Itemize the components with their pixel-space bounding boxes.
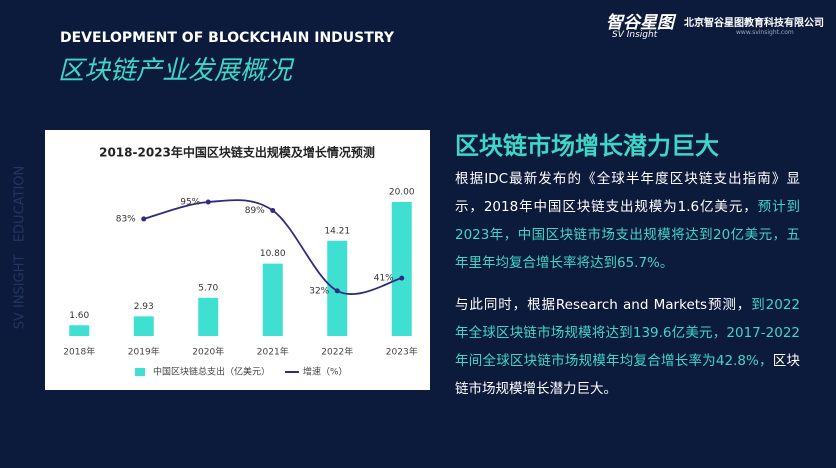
- legend-swatch: [135, 368, 145, 376]
- x-tick-label: 2019年: [128, 346, 160, 358]
- value-label: 10.80: [260, 249, 286, 259]
- logo: 智谷星图: [606, 13, 674, 33]
- value-label: 41%: [374, 274, 394, 284]
- value-label: 89%: [245, 206, 265, 216]
- x-tick-label: 2022年: [321, 346, 353, 358]
- title-cn: 区块链产业发展概况: [58, 56, 293, 86]
- text-segment: 到2022年全球区块链市场规模将达到139.6亿美元，2017-2022年间全球…: [455, 297, 801, 369]
- bar: [198, 297, 219, 336]
- chart-title: 2018-2023年中国区块链支出规模及增长情况预测: [99, 145, 375, 160]
- article: 根据IDC最新发布的《全球半年度区块链支出指南》显示，2018年中国区块链支出规…: [455, 165, 800, 417]
- logo-sub: SV Insight: [612, 30, 658, 40]
- bar: [262, 263, 283, 336]
- side-text: SV INSIGHT EDUCATION: [12, 165, 28, 330]
- marker: [141, 216, 147, 222]
- url: www.svinsight.com: [736, 29, 794, 36]
- chart: 2018-2023年中国区块链支出规模及增长情况预测 2018年 2019年 202…: [45, 130, 430, 390]
- marker: [205, 199, 211, 205]
- x-tick-label: 2021年: [257, 346, 289, 358]
- value-label: 20.00: [389, 188, 415, 198]
- marker: [399, 275, 405, 281]
- company: 北京智谷星图教育科技有限公司: [684, 18, 824, 29]
- value-label: 83%: [116, 214, 136, 224]
- marker: [334, 288, 340, 294]
- text-segment: 根据IDC最新发布的《全球半年度区块链支出指南》显示，2018年中国区块链支出规…: [455, 171, 800, 215]
- paragraph: 根据IDC最新发布的《全球半年度区块链支出指南》显示，2018年中国区块链支出规…: [455, 165, 800, 277]
- value-label: 2.93: [134, 302, 154, 312]
- marker: [270, 207, 276, 213]
- bar: [391, 202, 412, 336]
- title-en: DEVELOPMENT OF BLOCKCHAIN INDUSTRY: [60, 30, 394, 46]
- legend-label: 增速（%）: [303, 366, 348, 378]
- article-heading: 区块链市场增长潜力巨大: [455, 132, 719, 160]
- value-label: 1.60: [69, 311, 89, 321]
- x-tick-label: 2023年: [386, 346, 418, 358]
- value-label: 5.70: [198, 283, 218, 293]
- text-segment: 预计到2023年，中国区块链市场支出规模将达到20亿美元，五年里年均复合增长率将…: [455, 199, 800, 271]
- bar: [69, 325, 90, 336]
- text-segment: 区块链市场规模增长潜力巨大。: [455, 353, 800, 397]
- bar: [133, 316, 154, 336]
- text-segment: 与此同时，根据Research and Markets预测，: [455, 297, 752, 313]
- value-label: 95%: [180, 198, 200, 208]
- x-tick-label: 2018年: [63, 346, 95, 358]
- value-label: 14.21: [324, 226, 350, 236]
- paragraph: 与此同时，根据Research and Markets预测，到2022年全球区块…: [455, 291, 800, 403]
- x-tick-label: 2020年: [192, 346, 224, 358]
- legend-label: 中国区块链总支出（亿美元）: [153, 366, 270, 378]
- value-label: 32%: [309, 286, 329, 296]
